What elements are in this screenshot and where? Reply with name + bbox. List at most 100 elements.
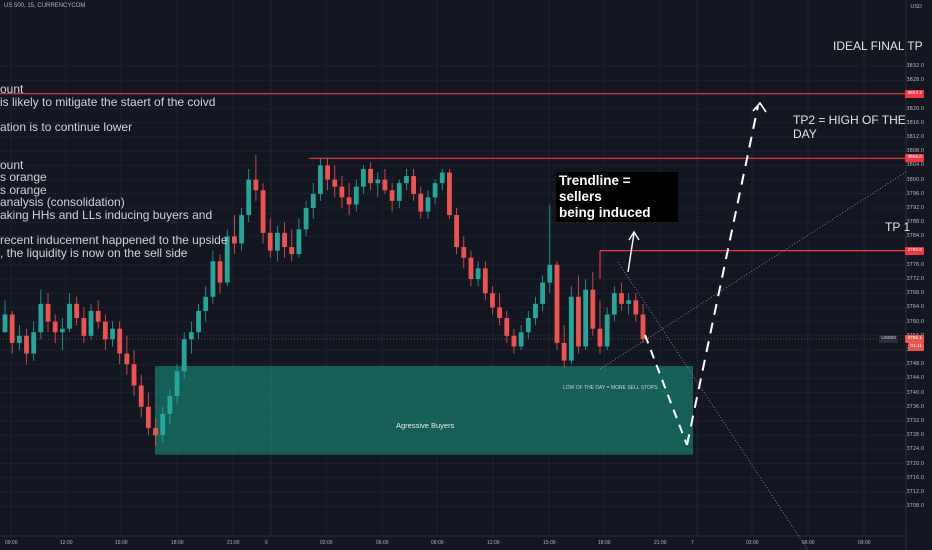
candle-body <box>490 293 495 308</box>
candle <box>525 310 531 340</box>
candle-body <box>52 321 58 333</box>
candle-body <box>576 296 581 347</box>
candle-body <box>217 261 223 283</box>
candle-body <box>196 310 201 333</box>
x-tick-label: 15:00 <box>115 540 128 546</box>
y-tick-label: 3736.0 <box>906 403 925 410</box>
candle-body <box>439 172 445 184</box>
candle-body <box>102 321 108 340</box>
candle <box>275 225 280 262</box>
x-tick-label: 06:00 <box>376 540 389 546</box>
y-tick-label: 3812.0 <box>906 134 925 140</box>
candle-body <box>275 232 280 251</box>
x-tick-label: 12:00 <box>487 540 500 546</box>
candle <box>418 186 424 219</box>
target-levels <box>0 93 906 280</box>
note-line: ount <box>0 82 24 96</box>
candle-body <box>597 328 603 347</box>
candle-body <box>203 296 209 311</box>
candle-body <box>167 396 173 414</box>
candle <box>490 286 495 315</box>
candle <box>24 328 29 365</box>
x-tick-label: 06:00 <box>802 540 815 546</box>
currency-label: USD <box>910 4 922 10</box>
candle-body <box>289 247 295 255</box>
tp-final-label: IDEAL FINAL TP <box>833 39 923 53</box>
y-tick-label: 3712.0 <box>906 489 925 495</box>
candle <box>533 296 538 326</box>
candle-body <box>368 168 373 184</box>
y-tick-label: 3796.0 <box>906 190 925 197</box>
note-line: ation is to continue lower <box>0 119 133 134</box>
candle-body <box>95 310 101 322</box>
symbol-title[interactable]: US 500, 15, CURRENCYCOM <box>4 3 86 9</box>
candle-body <box>611 293 617 315</box>
candle-body <box>24 335 29 354</box>
candle <box>611 286 617 322</box>
candle <box>318 158 323 201</box>
candle <box>181 332 187 379</box>
candle <box>361 165 366 194</box>
candle <box>511 328 517 354</box>
candle-body <box>475 268 481 280</box>
price-tag: 3755.1 <box>905 335 924 343</box>
candle-body <box>124 353 130 365</box>
candle-body <box>9 314 15 343</box>
candle <box>9 310 15 354</box>
x-tick-label: 7 <box>691 540 694 546</box>
candle-body <box>411 176 417 194</box>
candle <box>540 275 546 311</box>
candle-body <box>511 335 517 347</box>
candle-body <box>38 303 44 333</box>
grid <box>0 0 907 550</box>
candle <box>52 314 58 343</box>
y-tick-label: 3808.0 <box>906 148 925 155</box>
candle <box>454 208 460 255</box>
candle-body <box>619 293 624 304</box>
candle-body <box>353 186 359 205</box>
y-tick-label: 3800.0 <box>906 176 925 183</box>
y-tick-label: 3740.0 <box>906 389 925 396</box>
candle-body <box>153 428 158 436</box>
candle-body <box>81 318 87 336</box>
tp1-label: TP 1 <box>885 220 911 234</box>
x-tick-label: 6 <box>265 540 268 546</box>
candle <box>590 271 596 336</box>
candle-body <box>325 165 330 180</box>
candle <box>167 389 173 425</box>
y-tick-label: 3832.0 <box>906 63 925 69</box>
candle-body <box>310 193 316 209</box>
candle-body <box>267 232 273 251</box>
candle-body <box>454 215 460 248</box>
candle <box>74 296 80 326</box>
trendline <box>617 261 809 550</box>
candle-body <box>389 190 395 201</box>
note-line: , the liquidity is now on the sell side <box>0 245 188 260</box>
candle-body <box>318 165 323 194</box>
candle-body <box>346 197 352 205</box>
candle <box>583 279 589 351</box>
x-tick-label: 03:00 <box>746 540 759 546</box>
candle-body <box>239 215 244 244</box>
candle <box>217 254 223 294</box>
candle <box>110 321 115 347</box>
candle-body <box>396 183 402 201</box>
note-line: ount <box>0 157 24 172</box>
x-tick-label: 09:00 <box>431 540 444 546</box>
candle <box>604 307 610 351</box>
candle-body <box>332 179 338 187</box>
candle-body <box>45 303 51 322</box>
price-tag: 01:11 <box>908 343 924 351</box>
candle <box>160 406 166 443</box>
candle <box>124 335 130 375</box>
candle-body <box>296 229 302 255</box>
candle <box>626 293 632 315</box>
candle <box>231 215 237 255</box>
candle <box>547 204 553 294</box>
candle <box>411 168 417 201</box>
x-tick-label: 21:00 <box>654 540 667 546</box>
candle <box>561 325 567 368</box>
candle <box>145 392 151 436</box>
